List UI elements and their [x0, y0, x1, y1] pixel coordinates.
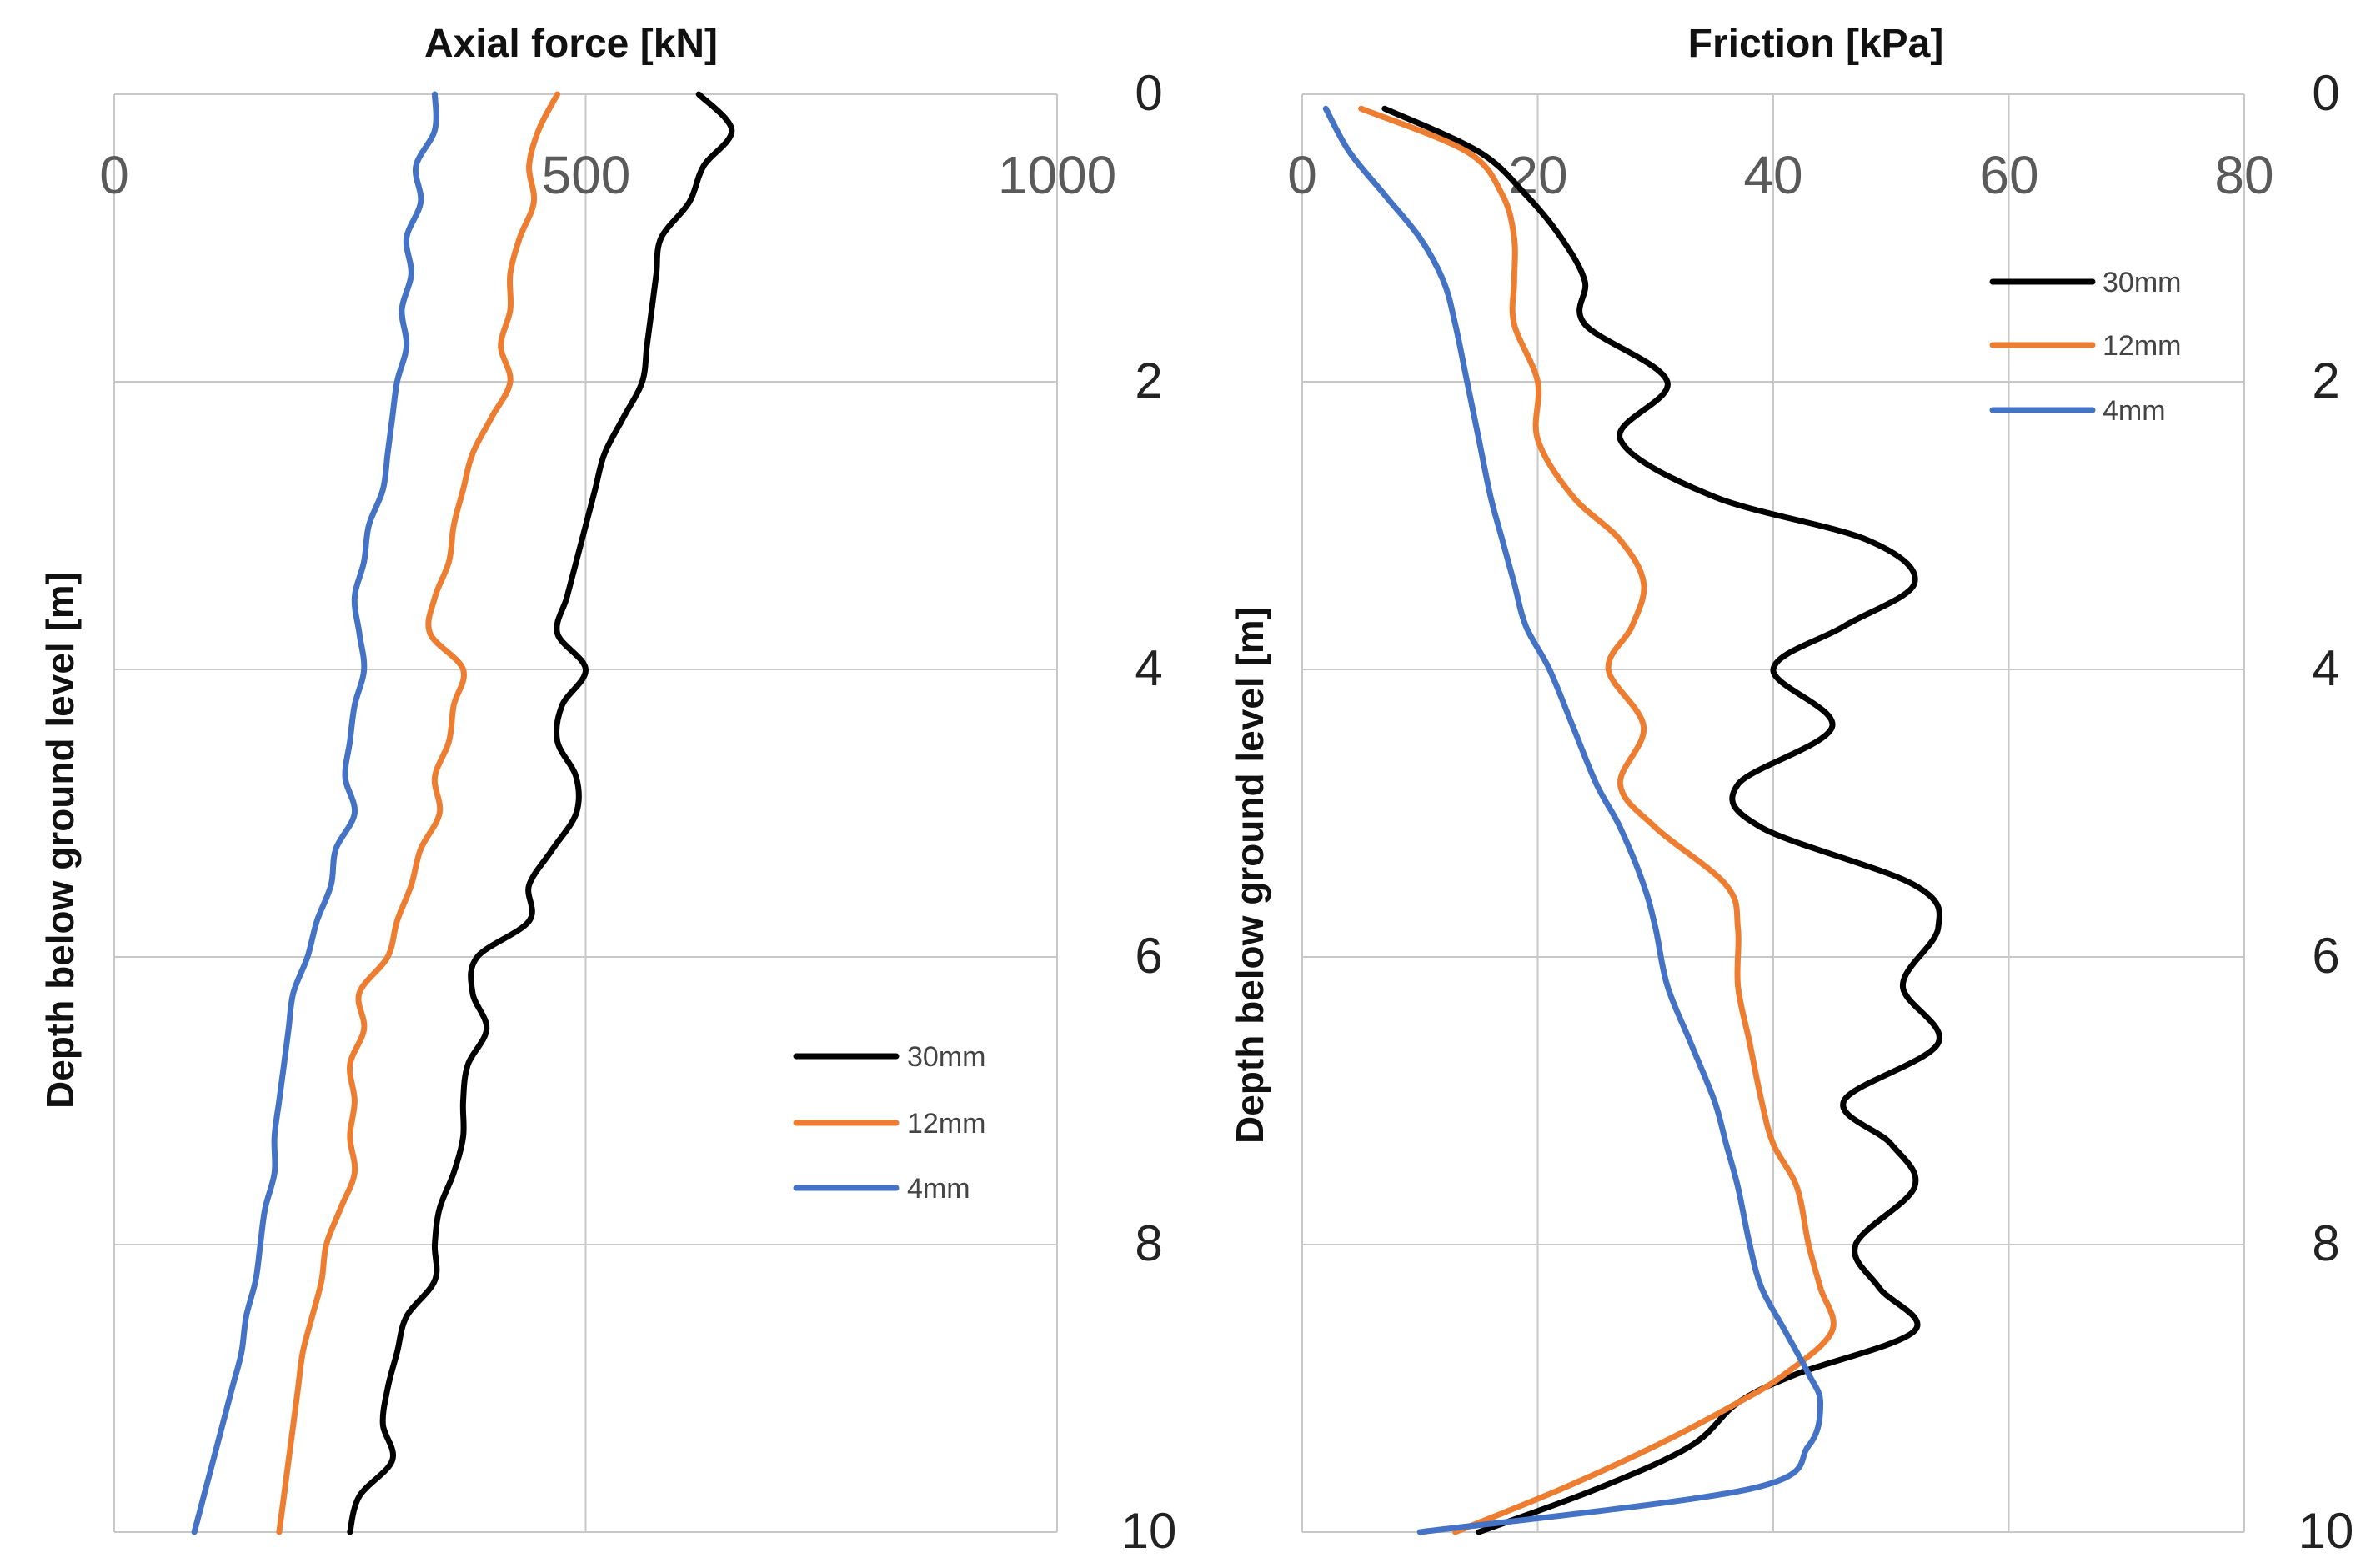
y-tick-label: 8 [2312, 1215, 2339, 1271]
series-lines [1322, 105, 1942, 1535]
y-tick-label: 2 [1135, 353, 1162, 408]
x-tick-label: 0 [99, 145, 129, 205]
y-tick-label: 2 [2312, 353, 2339, 408]
chart-title: Friction [kPa] [1688, 22, 1944, 66]
y-tick-label: 0 [1135, 65, 1162, 121]
gridlines [113, 93, 1058, 1533]
chart-title: Axial force [kN] [424, 22, 718, 66]
y-tick-label: 4 [1135, 640, 1162, 696]
y-axis-label: Depth below ground level [m] [1228, 607, 1271, 1144]
y-tick-label: 4 [2312, 640, 2339, 696]
legend-label-12mm: 12mm [907, 1108, 985, 1140]
legend-label-4mm: 4mm [2103, 395, 2166, 427]
x-tick-labels: 0 20 40 60 80 [1287, 145, 2273, 205]
axial-force-chart: Axial force [kN] Depth below ground leve… [38, 22, 1176, 1559]
y-tick-label: 8 [1135, 1215, 1162, 1271]
legend-label-30mm: 30mm [907, 1041, 985, 1073]
x-tick-label: 80 [2214, 145, 2273, 205]
x-tick-label: 1000 [998, 145, 1116, 205]
series-line-4mm [191, 91, 439, 1535]
series-line-4mm [1322, 105, 1823, 1535]
legend-label-4mm: 4mm [907, 1173, 970, 1205]
legend: 30mm 12mm 4mm [793, 1041, 985, 1205]
y-tick-label: 0 [2312, 65, 2339, 121]
legend-label-30mm: 30mm [2103, 267, 2181, 298]
series-line-12mm [1358, 105, 1837, 1535]
y-tick-labels: 0 2 4 6 8 10 [1121, 65, 1177, 1559]
x-tick-label: 40 [1743, 145, 1802, 205]
x-tick-label: 0 [1287, 145, 1317, 205]
y-axis-label: Depth below ground level [m] [38, 572, 82, 1109]
series-lines [191, 91, 735, 1535]
y-tick-label: 6 [1135, 928, 1162, 984]
series-line-12mm [276, 91, 561, 1535]
series-line-30mm [347, 91, 735, 1535]
series-line-30mm [1381, 105, 1942, 1535]
gridlines [1301, 93, 2245, 1533]
y-tick-labels: 0 2 4 6 8 10 [2298, 65, 2354, 1559]
legend-label-12mm: 12mm [2103, 330, 2181, 362]
x-tick-labels: 0 500 1000 [99, 145, 1116, 205]
x-tick-label: 500 [542, 145, 631, 205]
x-tick-label: 60 [1979, 145, 2038, 205]
friction-chart: Friction [kPa] Depth below ground level … [1228, 22, 2353, 1559]
x-tick-label: 20 [1508, 145, 1567, 205]
legend: 30mm 12mm 4mm [1989, 267, 2181, 427]
y-tick-label: 6 [2312, 928, 2339, 984]
y-tick-label: 10 [1121, 1503, 1177, 1559]
y-tick-label: 10 [2298, 1503, 2354, 1559]
